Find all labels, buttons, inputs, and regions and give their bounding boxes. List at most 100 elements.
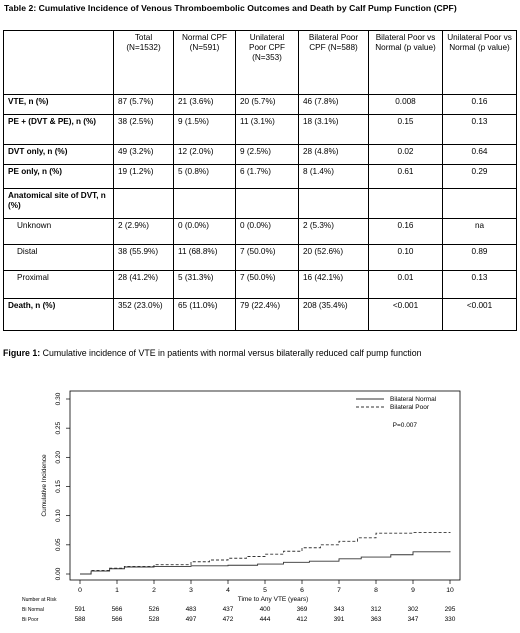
number-at-risk-label: Number at Risk <box>22 597 57 603</box>
table-row: Anatomical site of DVT, n (%) <box>3 188 517 219</box>
row-label: VTE, n (%) <box>3 94 114 115</box>
table-cell: 19 (1.2%) <box>113 164 174 189</box>
table-cell: 16 (42.1%) <box>298 270 369 299</box>
risk-value: 412 <box>297 616 308 623</box>
figure-label: Figure 1: <box>3 348 41 358</box>
row-label: Death, n (%) <box>3 298 114 331</box>
figure-caption-text: Cumulative incidence of VTE in patients … <box>42 348 422 358</box>
table-cell: 18 (3.1%) <box>298 114 369 145</box>
header-cell: Unilateral Poor CPF (N=353) <box>235 30 299 95</box>
table-cell: 0 (0.0%) <box>235 218 299 245</box>
y-tick-label: 0.00 <box>55 567 62 580</box>
table-cell: 79 (22.4%) <box>235 298 299 331</box>
x-tick-label: 9 <box>411 587 415 594</box>
table-cell <box>113 188 174 219</box>
table-cell: 7 (50.0%) <box>235 270 299 299</box>
row-label: PE + (DVT & PE), n (%) <box>3 114 114 145</box>
x-tick-label: 5 <box>263 587 267 594</box>
table-cell <box>298 188 369 219</box>
x-tick-label: 7 <box>337 587 341 594</box>
table-cell: 87 (5.7%) <box>113 94 174 115</box>
table-cell: 9 (1.5%) <box>173 114 236 145</box>
risk-value: 369 <box>297 606 308 613</box>
x-axis-label: Time to Any VTE (years) <box>238 596 309 603</box>
table-cell: 0.15 <box>368 114 443 145</box>
legend-label: Bilateral Poor <box>390 404 430 411</box>
cumulative-incidence-chart: 0.00 0.05 0.10 0.15 0.20 0.25 0.30 0 1 2 3 4 5 6 7 8 9 10… <box>22 390 461 623</box>
table-cell: 28 (41.2%) <box>113 270 174 299</box>
row-label: Unknown <box>3 218 114 245</box>
chart-lines <box>80 532 451 575</box>
table-cell: 46 (7.8%) <box>298 94 369 115</box>
header-cell <box>3 30 114 95</box>
row-label: Distal <box>3 244 114 271</box>
risk-value: 591 <box>75 606 86 613</box>
table-cell: 0.29 <box>442 164 517 189</box>
header-cell: Bilateral Poor CPF (N=588) <box>298 30 369 95</box>
table-cell: 65 (11.0%) <box>173 298 236 331</box>
table-cell: 0.10 <box>368 244 443 271</box>
x-tick-label: 1 <box>115 587 119 594</box>
risk-row-name: Bi Poor <box>22 617 39 623</box>
number-at-risk-table: Number at Risk Bi Normal 591 566 526 483 437 40… <box>22 597 456 623</box>
row-label: Proximal <box>3 270 114 299</box>
series-line <box>80 532 451 575</box>
table-cell: 352 (23.0%) <box>113 298 174 331</box>
table-cell: 0.64 <box>442 144 517 165</box>
y-tick-label: 0.10 <box>55 509 62 522</box>
table-cell: 38 (2.5%) <box>113 114 174 145</box>
table-cell: 0.008 <box>368 94 443 115</box>
table-cell: 0.13 <box>442 270 517 299</box>
p-value-annotation: P=0.007 <box>393 422 418 429</box>
table-cell: 20 (5.7%) <box>235 94 299 115</box>
series-line <box>80 551 451 575</box>
chart-axes: 0.00 0.05 0.10 0.15 0.20 0.25 0.30 0 1 2 3 4 5 6 7 8 9 10… <box>41 390 461 603</box>
header-cell: Normal CPF (N=591) <box>173 30 236 95</box>
risk-value: 400 <box>260 606 271 613</box>
risk-value: 302 <box>408 606 419 613</box>
risk-value: 526 <box>149 606 160 613</box>
table-row: Unknown 2 (2.9%) 0 (0.0%) 0 (0.0%) 2 (5.… <box>3 218 517 245</box>
table-cell: 0.01 <box>368 270 443 299</box>
risk-value: 363 <box>371 616 382 623</box>
table-cell: na <box>442 218 517 245</box>
y-tick-label: 0.20 <box>55 451 62 464</box>
table-cell <box>368 188 443 219</box>
table-row: PE + (DVT & PE), n (%) 38 (2.5%) 9 (1.5%… <box>3 114 517 145</box>
table-cell <box>235 188 299 219</box>
table-row: Distal 38 (55.9%) 11 (68.8%) 7 (50.0%) 2… <box>3 244 517 271</box>
header-cell: Total (N=1532) <box>113 30 174 95</box>
table-cell: 28 (4.8%) <box>298 144 369 165</box>
table-cell: 7 (50.0%) <box>235 244 299 271</box>
table-cell: 8 (1.4%) <box>298 164 369 189</box>
y-tick-label: 0.25 <box>55 421 62 434</box>
header-cell: Unilateral Poor vs Normal (p value) <box>442 30 517 95</box>
y-tick-label: 0.05 <box>55 538 62 551</box>
table-cell: <0.001 <box>442 298 517 331</box>
table-cell: 2 (2.9%) <box>113 218 174 245</box>
y-axis-label: Cumulative Incidence <box>41 454 48 517</box>
table-cell: 208 (35.4%) <box>298 298 369 331</box>
table-row: VTE, n (%) 87 (5.7%) 21 (3.6%) 20 (5.7%)… <box>3 94 517 115</box>
x-tick-label: 10 <box>446 587 454 594</box>
x-tick-label: 6 <box>300 587 304 594</box>
table-cell: 11 (3.1%) <box>235 114 299 145</box>
risk-value: 391 <box>334 616 345 623</box>
table-title: Table 2: Cumulative Incidence of Venous … <box>4 3 457 13</box>
risk-value: 444 <box>260 616 271 623</box>
plot-frame <box>69 390 461 581</box>
header-cell: Bilateral Poor vs Normal (p value) <box>368 30 443 95</box>
figure-caption: Figure 1: Cumulative incidence of VTE in… <box>3 347 515 360</box>
risk-row-name: Bi Normal <box>22 607 44 613</box>
table-cell: 9 (2.5%) <box>235 144 299 165</box>
table-cell: 0.61 <box>368 164 443 189</box>
x-tick-label: 0 <box>78 587 82 594</box>
risk-value: 483 <box>186 606 197 613</box>
row-label: PE only, n (%) <box>3 164 114 189</box>
table-cell: 6 (1.7%) <box>235 164 299 189</box>
table-cell: 38 (55.9%) <box>113 244 174 271</box>
table-cell: 0.89 <box>442 244 517 271</box>
row-label: Anatomical site of DVT, n (%) <box>3 188 114 219</box>
table-cell: 21 (3.6%) <box>173 94 236 115</box>
x-tick-label: 2 <box>152 587 156 594</box>
